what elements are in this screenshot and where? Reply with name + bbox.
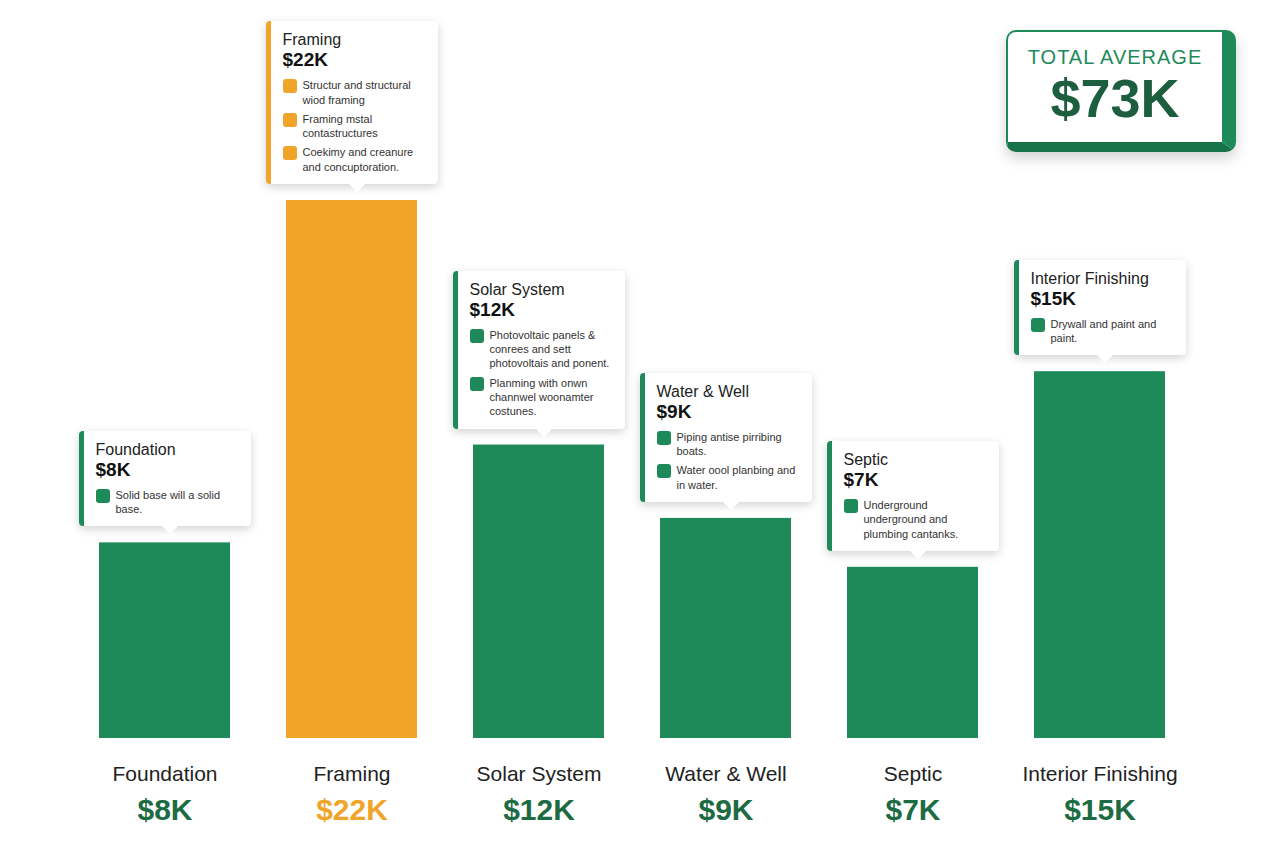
html-text:Water oool planbing and in wat: Water oool planbing and in water.	[676, 464, 796, 491]
html-text:Underground underground and pl: Underground underground and plumbing can…	[863, 498, 959, 540]
html-text:Solar System: Solar System	[469, 280, 565, 298]
html-text:Coekimy and creanure and concu: Coekimy and creanure and concuptoration.	[302, 146, 414, 173]
html-text:$73K: $73K	[1050, 68, 1180, 128]
html-text:$12K: $12K	[469, 299, 515, 320]
svg-text:$9K: $9K	[698, 793, 753, 826]
html-text:Structur and structural wiod f: Structur and structural wiod framing	[302, 79, 411, 106]
svg-text:$12K: $12K	[503, 793, 575, 826]
html-text:TOTAL AVERAGE: TOTAL AVERAGE	[1027, 46, 1203, 68]
html-text:Solid base will a solid base.: Solid base will a solid base.	[115, 488, 221, 516]
html-text:Foundation: Foundation	[95, 440, 176, 458]
html-text:Planming with onwn channwel wo: Planming with onwn channwel woonamter co…	[489, 376, 594, 418]
html-text:$9K: $9K	[656, 400, 692, 422]
html-text:Piping antise pirribing boats.: Piping antise pirribing boats.	[676, 430, 782, 457]
svg-text:Septic: Septic	[884, 762, 942, 785]
html-text:Water & Well: Water & Well	[656, 382, 749, 400]
svg-text:Foundation: Foundation	[112, 762, 217, 785]
html-text:Framing mstal contastructures: Framing mstal contastructures	[302, 112, 378, 140]
html-text:Photovoltaic panels & conrees: Photovoltaic panels & conrees and sett p…	[489, 328, 610, 370]
svg-text:Solar System: Solar System	[477, 762, 602, 785]
html-text:$7K: $7K	[843, 469, 879, 491]
svg-text:Water & Well: Water & Well	[665, 762, 786, 785]
svg-text:Framing: Framing	[313, 762, 390, 785]
html-text:Interior Finishing: Interior Finishing	[1030, 269, 1149, 287]
html-text:$15K: $15K	[1030, 287, 1076, 309]
svg-text:$8K: $8K	[137, 793, 192, 826]
svg-text:Interior Finishing: Interior Finishing	[1022, 762, 1177, 785]
html-text:Septic: Septic	[843, 451, 888, 468]
html-text:Framing: Framing	[282, 31, 342, 49]
svg-text:$7K: $7K	[885, 793, 940, 826]
html-text:$8K: $8K	[95, 459, 131, 480]
svg-text:$15K: $15K	[1064, 793, 1136, 826]
html-text:Drywall and paint and paint.: Drywall and paint and paint.	[1050, 317, 1157, 344]
html-text:$22K: $22K	[282, 49, 328, 71]
svg-text:$22K: $22K	[316, 793, 388, 826]
